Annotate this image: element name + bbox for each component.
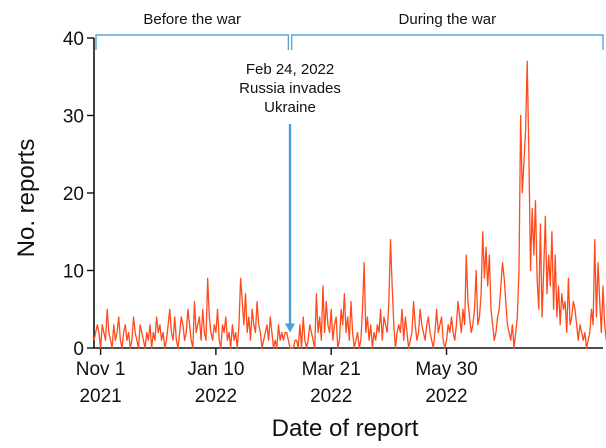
y-tick-label: 10 [63, 262, 84, 283]
annotation-text-line: Russia invades [239, 80, 341, 97]
period-label: During the war [399, 11, 497, 28]
y-tick-label: 30 [63, 107, 84, 128]
y-axis-title: No. reports [13, 139, 40, 258]
y-tick-label: 20 [63, 184, 84, 205]
x-tick-year-label: 2022 [310, 386, 352, 407]
x-tick-year-label: 2022 [195, 386, 237, 407]
x-tick-label: Mar 21 [302, 359, 361, 380]
y-tick-label: 0 [73, 339, 84, 360]
annotation-text-line: Ukraine [264, 99, 316, 116]
y-tick-label: 40 [63, 29, 84, 50]
x-tick-label: Jan 10 [187, 359, 244, 380]
x-tick-year-label: 2021 [79, 386, 121, 407]
period-bracket [95, 34, 290, 50]
x-tick-label: Nov 1 [76, 359, 126, 380]
period-label: Before the war [143, 11, 241, 28]
x-tick-label: May 30 [415, 359, 477, 380]
annotation-text-line: Feb 24, 2022 [246, 61, 334, 78]
x-tick-year-label: 2022 [425, 386, 467, 407]
annotation-arrow-head [285, 323, 296, 333]
x-axis-title: Date of report [272, 415, 419, 442]
period-bracket [290, 34, 604, 50]
daily-reports-line [93, 60, 606, 349]
